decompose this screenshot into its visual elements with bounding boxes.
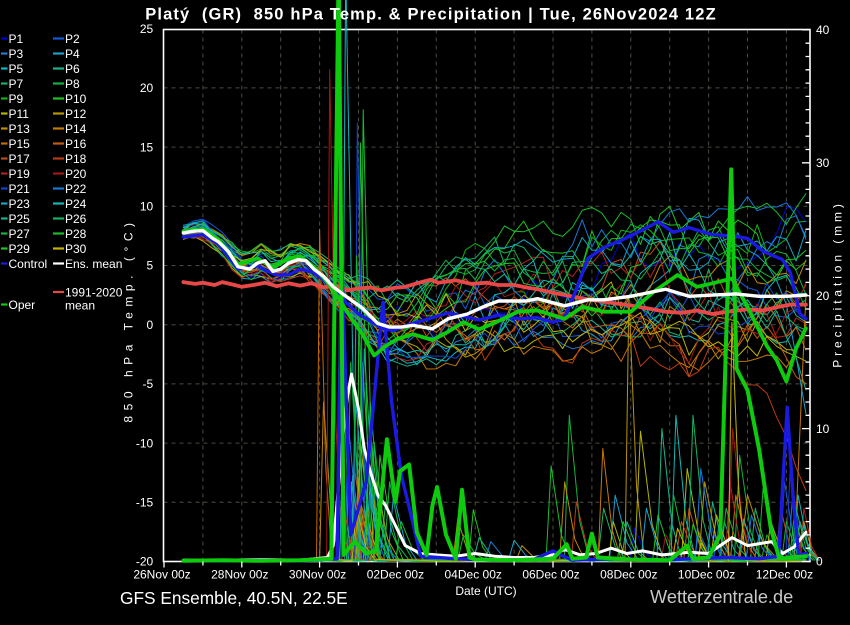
svg-text:P25: P25 (9, 212, 31, 226)
svg-text:20: 20 (140, 81, 154, 95)
svg-text:P28: P28 (65, 227, 87, 241)
svg-text:P27: P27 (9, 227, 31, 241)
svg-text:P14: P14 (65, 122, 87, 136)
svg-text:P15: P15 (9, 137, 31, 151)
svg-text:0: 0 (816, 555, 823, 569)
svg-text:P1: P1 (9, 32, 24, 46)
svg-text:10Dec 00z: 10Dec 00z (678, 568, 735, 582)
svg-text:04Dec 00z: 04Dec 00z (445, 568, 502, 582)
svg-text:P17: P17 (9, 152, 31, 166)
svg-text:Control: Control (9, 257, 48, 271)
svg-text:-15: -15 (136, 496, 154, 510)
svg-text:P11: P11 (9, 107, 30, 121)
svg-text:Wetterzentrale.de: Wetterzentrale.de (650, 587, 793, 607)
svg-text:P24: P24 (65, 197, 87, 211)
svg-text:06Dec 00z: 06Dec 00z (522, 568, 579, 582)
svg-text:P10: P10 (65, 92, 87, 106)
svg-text:12Dec 00z: 12Dec 00z (756, 568, 813, 582)
svg-text:P8: P8 (65, 77, 80, 91)
svg-text:GFS Ensemble, 40.5N, 22.5E: GFS Ensemble, 40.5N, 22.5E (120, 588, 348, 608)
svg-text:15: 15 (140, 140, 154, 154)
svg-text:Oper: Oper (9, 298, 36, 312)
svg-text:10: 10 (816, 422, 830, 436)
svg-text:P19: P19 (9, 167, 31, 181)
svg-text:P16: P16 (65, 137, 87, 151)
svg-text:P7: P7 (9, 77, 24, 91)
svg-text:P3: P3 (9, 47, 24, 61)
svg-text:20: 20 (816, 289, 830, 303)
svg-text:10: 10 (140, 200, 154, 214)
svg-text:P29: P29 (9, 242, 31, 256)
svg-text:P22: P22 (65, 182, 87, 196)
svg-text:-10: -10 (136, 436, 154, 450)
svg-text:30Nov 00z: 30Nov 00z (289, 568, 346, 582)
svg-text:P5: P5 (9, 62, 24, 76)
svg-text:P13: P13 (9, 122, 31, 136)
svg-text:26Nov 00z: 26Nov 00z (133, 568, 190, 582)
svg-text:25: 25 (140, 22, 154, 36)
svg-text:P26: P26 (65, 212, 87, 226)
svg-text:Platý (GR) 850 hPa Temp. & P: Platý (GR) 850 hPa Temp. & Precipitation… (145, 6, 717, 24)
svg-text:Ens. mean: Ens. mean (65, 257, 122, 271)
svg-text:P18: P18 (65, 152, 87, 166)
svg-text:0: 0 (147, 318, 154, 332)
svg-text:Precipitation (mm): Precipitation (mm) (831, 200, 845, 368)
svg-text:P9: P9 (9, 92, 24, 106)
svg-text:02Dec 00z: 02Dec 00z (367, 568, 424, 582)
svg-text:P30: P30 (65, 242, 87, 256)
svg-text:P4: P4 (65, 47, 80, 61)
svg-text:-5: -5 (143, 377, 154, 391)
svg-text:P2: P2 (65, 32, 80, 46)
svg-text:850 hPa Temp. (°C): 850 hPa Temp. (°C) (122, 217, 136, 422)
svg-text:P21: P21 (9, 182, 31, 196)
svg-text:P12: P12 (65, 107, 87, 121)
svg-text:40: 40 (816, 23, 830, 37)
svg-text:28Nov 00z: 28Nov 00z (211, 568, 268, 582)
svg-text:mean: mean (65, 298, 95, 312)
svg-text:P6: P6 (65, 62, 80, 76)
svg-text:5: 5 (147, 259, 154, 273)
svg-text:08Dec 00z: 08Dec 00z (600, 568, 657, 582)
svg-text:-20: -20 (136, 555, 154, 569)
svg-text:30: 30 (816, 156, 830, 170)
svg-text:1991-2020: 1991-2020 (65, 285, 123, 299)
svg-text:P23: P23 (9, 197, 31, 211)
svg-text:P20: P20 (65, 167, 87, 181)
svg-text:Date (UTC): Date (UTC) (455, 584, 516, 598)
